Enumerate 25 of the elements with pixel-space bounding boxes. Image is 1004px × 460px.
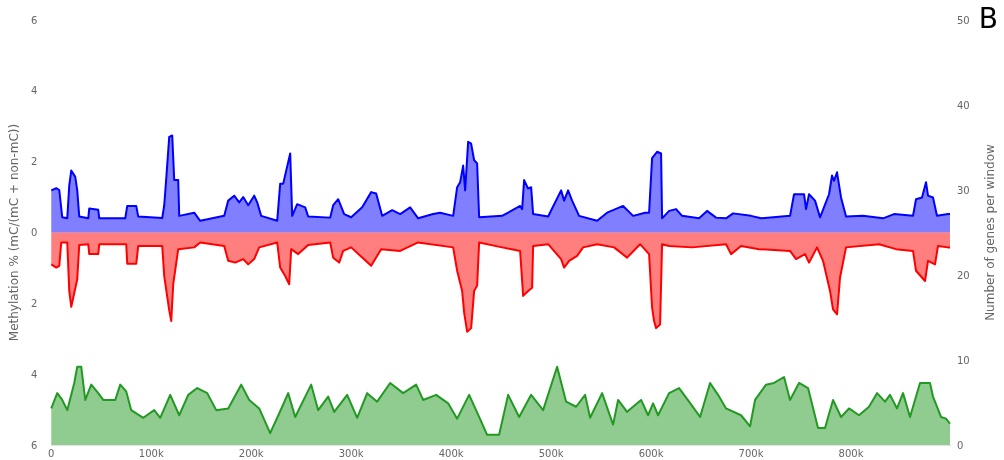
y2-tick-label: 0 <box>957 439 964 451</box>
x-tick-label: 500k <box>538 447 564 459</box>
x-tick-label: 400k <box>438 447 464 459</box>
text: B <box>978 1 999 35</box>
x-tick-label: 0 <box>48 447 55 459</box>
y-tick-label: 4 <box>30 85 38 97</box>
y-tick-label: 6 <box>30 439 38 451</box>
y-tick-label: 4 <box>30 368 38 380</box>
x-tick-label: 600k <box>638 447 664 459</box>
x-tick-label: 700k <box>738 447 764 459</box>
y2-tick-label: 20 <box>957 269 970 281</box>
x-tick-label: 200k <box>238 447 264 459</box>
y2-tick-label: 30 <box>957 184 970 196</box>
y-tick-label: 0 <box>30 227 38 238</box>
y-tick-label: 2 <box>30 297 38 309</box>
x-tick-label: 300k <box>338 447 364 459</box>
y2-tick-label: 40 <box>957 99 970 111</box>
y2-tick-label: 10 <box>957 354 970 366</box>
y-tick-label: 6 <box>30 14 38 26</box>
x-tick-label: 100k <box>138 447 164 459</box>
y-axis-title: Methylation % (mC/(mC + non-mC)) <box>7 123 21 342</box>
y2-tick-label: 50 <box>957 14 970 26</box>
y2-axis-title: Number of genes per window <box>983 143 997 321</box>
x-tick-label: 800k <box>838 447 864 459</box>
y-tick-label: 2 <box>30 156 38 168</box>
